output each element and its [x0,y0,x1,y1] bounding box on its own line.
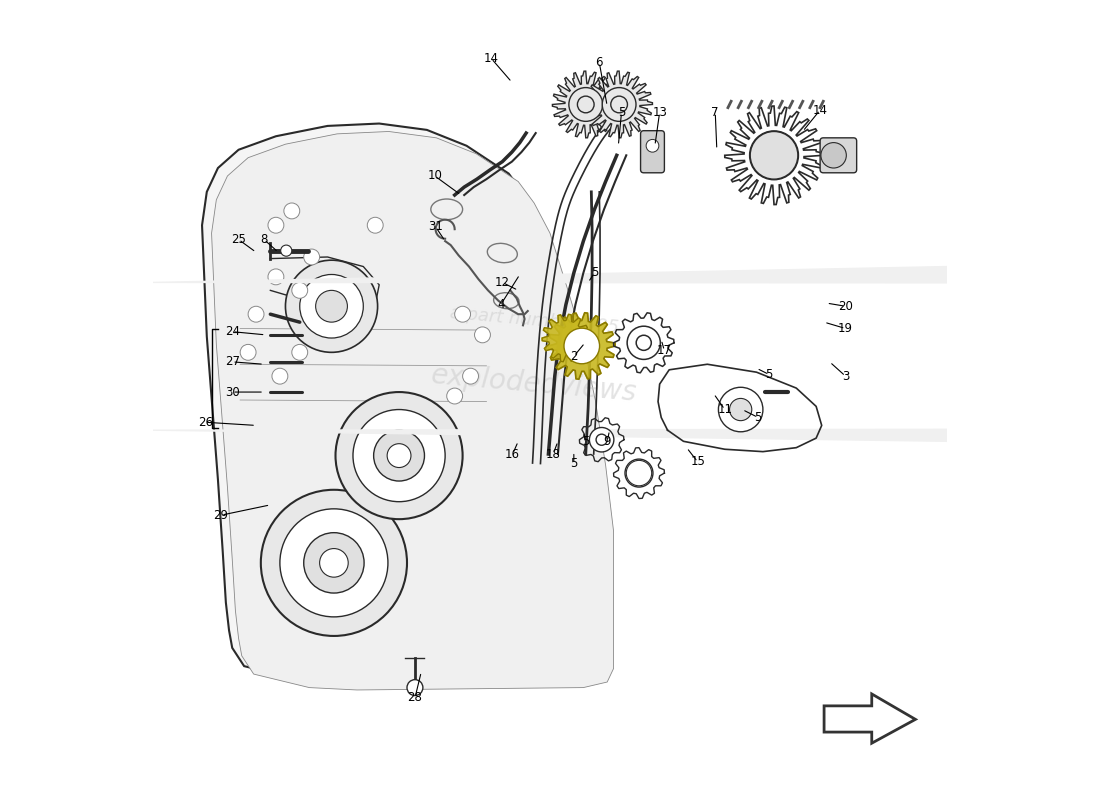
Circle shape [268,269,284,285]
Text: 9: 9 [604,435,611,448]
Text: 16: 16 [505,447,520,461]
Circle shape [387,444,411,467]
Text: 5: 5 [582,435,590,448]
Text: 31: 31 [428,220,443,234]
Text: 18: 18 [546,447,561,461]
Circle shape [821,142,846,168]
Circle shape [750,131,798,179]
Text: 27: 27 [224,355,240,368]
Circle shape [474,327,491,342]
Text: 3: 3 [842,370,849,382]
Polygon shape [211,131,614,690]
Text: 5: 5 [755,411,762,424]
Circle shape [578,96,594,113]
Text: 29: 29 [213,509,229,522]
Text: 5: 5 [766,368,773,381]
Text: 8: 8 [261,233,267,246]
Circle shape [463,368,478,384]
Text: 12: 12 [495,276,509,289]
Circle shape [296,526,372,601]
Polygon shape [725,106,823,205]
Circle shape [646,139,659,152]
Circle shape [249,306,264,322]
Text: 14: 14 [813,103,827,117]
Circle shape [569,87,603,122]
Text: 6: 6 [595,56,603,69]
Text: 26: 26 [198,416,212,429]
Text: explodedviews: explodedviews [430,361,638,407]
Circle shape [353,410,446,502]
Circle shape [316,290,348,322]
Text: 5: 5 [618,106,625,119]
FancyBboxPatch shape [640,130,664,173]
Text: 20: 20 [838,300,853,313]
Circle shape [454,306,471,322]
Polygon shape [153,364,1100,452]
Text: 19: 19 [838,322,853,335]
Circle shape [300,274,363,338]
Polygon shape [552,71,619,138]
Text: 4: 4 [497,298,505,311]
Circle shape [750,131,799,180]
Circle shape [762,143,786,167]
Text: 14: 14 [484,52,498,65]
Polygon shape [542,314,590,362]
Circle shape [292,282,308,298]
Polygon shape [549,313,615,379]
Circle shape [627,326,660,359]
Text: 28: 28 [407,691,422,705]
Circle shape [320,549,349,577]
Circle shape [632,466,646,479]
Circle shape [284,203,300,219]
Circle shape [279,509,388,617]
Text: 10: 10 [428,170,442,182]
Circle shape [625,459,653,487]
Circle shape [590,427,614,452]
Text: 30: 30 [224,386,240,398]
Text: 13: 13 [652,106,667,119]
Text: 17: 17 [657,344,672,358]
Text: 5: 5 [570,457,578,470]
Text: 7: 7 [712,106,719,119]
Circle shape [317,546,351,580]
Circle shape [564,328,600,364]
Polygon shape [202,123,604,682]
Polygon shape [153,128,1100,292]
Circle shape [626,460,651,486]
Circle shape [304,249,320,265]
Text: a part number 085: a part number 085 [449,304,619,337]
Circle shape [602,87,636,122]
Circle shape [636,335,651,350]
Circle shape [367,218,383,233]
Circle shape [268,218,284,233]
Circle shape [304,533,364,593]
Circle shape [407,680,422,695]
Circle shape [240,344,256,360]
Circle shape [336,392,463,519]
Text: 15: 15 [691,455,705,469]
Text: 11: 11 [717,403,733,416]
Circle shape [447,388,463,404]
Circle shape [286,260,377,352]
Text: 5: 5 [591,266,598,279]
Circle shape [292,344,308,360]
Circle shape [596,434,607,446]
Text: 25: 25 [231,233,246,246]
Circle shape [272,368,288,384]
Circle shape [729,398,751,421]
Circle shape [610,96,627,113]
Text: 2: 2 [570,350,578,363]
Circle shape [280,245,292,256]
FancyBboxPatch shape [821,138,857,173]
Circle shape [718,387,763,432]
Polygon shape [824,694,915,743]
Circle shape [261,490,407,636]
Polygon shape [585,71,652,138]
Circle shape [374,430,425,481]
Text: 24: 24 [224,325,240,338]
